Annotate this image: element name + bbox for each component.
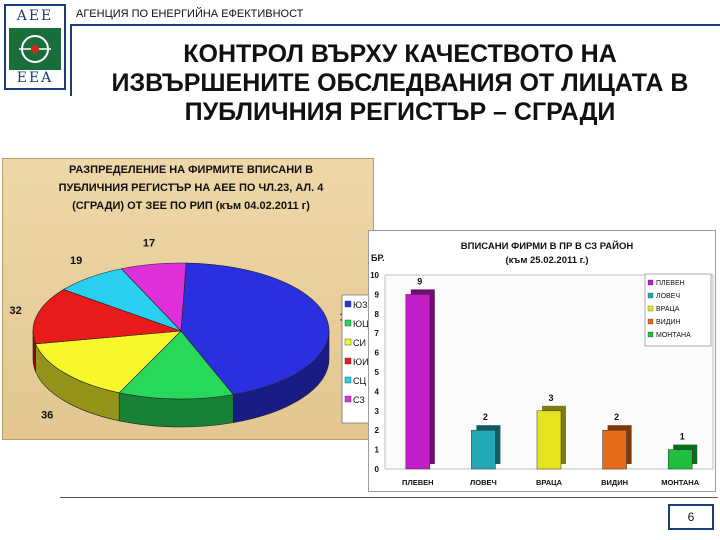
bar-y-tick-label: 5 [375, 368, 380, 377]
pie-legend-label: СЗ [353, 395, 365, 405]
bar [405, 294, 431, 470]
bar-y-tick-label: 6 [375, 349, 380, 358]
pie-title-line: ПУБЛИЧНИЯ РЕГИСТЪР НА АЕЕ ПО ЧЛ.23, АЛ. … [59, 182, 325, 194]
bar-legend-swatch [647, 305, 654, 312]
pie-chart-panel: РАЗПРЕДЕЛЕНИЕ НА ФИРМИТЕ ВПИСАНИ В ПУБЛИЧ… [2, 158, 374, 456]
bar-y-tick-label: 10 [370, 271, 379, 280]
bar-value-label: 1 [680, 432, 685, 442]
title-line: ПУБЛИЧНИЯ РЕГИСТЪР – СГРАДИ [184, 98, 616, 126]
pie-legend-label: СИ [353, 338, 366, 348]
pie-legend: ЮЗ ЮЦ СИ ЮИ СЦ СЗ [341, 294, 372, 424]
logo-bottom-text: EEA [16, 70, 54, 86]
bar-legend-swatch [647, 279, 654, 286]
bar-category-label: МОНТАНА [661, 478, 699, 487]
bar-legend-swatch [647, 318, 654, 325]
bar [602, 429, 627, 470]
footer-rule [60, 497, 718, 498]
bar-value-label: 9 [417, 276, 422, 286]
pie-legend-swatch [344, 376, 352, 384]
pie-data-label: 19 [70, 255, 82, 267]
pie-legend-swatch [344, 300, 352, 308]
bar-legend-label: ЛОВЕЧ [656, 293, 680, 300]
pie-data-label: 36 [41, 410, 53, 422]
bar-category-label: ВИДИН [601, 478, 628, 487]
pie-slice [32, 289, 182, 345]
bar-legend-box [644, 273, 712, 347]
bar-y-tick-label: 3 [375, 407, 380, 416]
page-number: 6 [668, 504, 714, 530]
pie-legend-label: ЮЦ [353, 319, 369, 329]
logo-emblem [9, 28, 61, 70]
pie-chart: РАЗПРЕДЕЛЕНИЕ НА ФИРМИТЕ ВПИСАНИ В ПУБЛИЧ… [9, 164, 372, 456]
bar-value-label: 3 [548, 393, 553, 403]
bar-y-tick-label: 4 [375, 387, 380, 396]
bar-legend-label: ВРАЦА [656, 306, 680, 313]
title-frame [70, 24, 720, 96]
pie-legend-swatch [344, 338, 352, 346]
bar-category-label: ВРАЦА [536, 478, 563, 487]
bar-chart: ВПИСАНИ ФИРМИ В ПР В СЗ РАЙОН (към 25.02.… [370, 240, 714, 487]
bar-legend-label: МОНТАНА [656, 332, 691, 339]
pie-title-line: (СГРАДИ) ОТ ЗЕЕ ПО РИП (към 04.02.2011 г… [72, 200, 310, 212]
pie-title-line: РАЗПРЕДЕЛЕНИЕ НА ФИРМИТЕ ВПИСАНИ В [69, 164, 313, 176]
pie-legend-label: ЮИ [353, 357, 369, 367]
pie-legend-label: СЦ [353, 376, 366, 386]
pie-legend-swatch [344, 395, 352, 403]
bar-legend-swatch [647, 331, 654, 338]
bar [471, 429, 496, 470]
title-line: ИЗВЪРШЕНИТЕ ОБСЛЕДВАНИЯ ОТ ЛИЦАТА В [111, 69, 689, 97]
bar-title-line: (към 25.02.2011 г.) [506, 255, 589, 266]
agency-name: АГЕНЦИЯ ПО ЕНЕРГИЙНА ЕФЕКТИВНОСТ [76, 8, 304, 20]
bar-y-tick-label: 1 [375, 446, 380, 455]
bar-y-tick-label: 9 [375, 290, 380, 299]
bar-category-label: ЛОВЕЧ [470, 478, 497, 487]
bar-y-tick-label: 2 [375, 426, 380, 435]
pie-slice [118, 330, 234, 400]
bar-y-axis-label: БР. [371, 253, 385, 263]
pie-legend-swatch [344, 319, 352, 327]
bar-legend-swatch [647, 292, 654, 299]
bar-y-tick-label: 8 [375, 310, 380, 319]
bar-value-label: 2 [483, 412, 488, 422]
bar-value-label: 2 [614, 412, 619, 422]
bar [667, 449, 693, 470]
globe-icon [19, 35, 51, 63]
pie-legend-swatch [344, 357, 352, 365]
bar-legend: ПЛЕВЕН ЛОВЕЧ ВРАЦА ВИДИН МОНТАНА [644, 273, 712, 347]
bar-title-line: ВПИСАНИ ФИРМИ В ПР В СЗ РАЙОН [461, 240, 634, 252]
bar-y-tick-label: 7 [375, 329, 380, 338]
bar-chart-panel: ВПИСАНИ ФИРМИ В ПР В СЗ РАЙОН (към 25.02.… [368, 230, 716, 492]
aee-logo: AEE EEA [4, 4, 66, 90]
bar-legend-label: ВИДИН [656, 319, 681, 326]
bar-y-tick-label: 0 [375, 465, 380, 474]
bar [536, 410, 562, 470]
pie-data-label: 17 [143, 238, 155, 250]
pie-slice [35, 330, 182, 394]
title-line: КОНТРОЛ ВЪРХУ КАЧЕСТВОТО НА [183, 40, 617, 68]
bar-legend-label: ПЛЕВЕН [656, 280, 685, 287]
logo-top-text: AEE [16, 8, 54, 24]
pie-data-label: 32 [9, 305, 21, 317]
pie-slice [180, 262, 330, 395]
pie-slice [120, 262, 187, 332]
pie-legend-label: ЮЗ [353, 300, 368, 310]
bar-category-label: ПЛЕВЕН [402, 478, 434, 487]
page-title: КОНТРОЛ ВЪРХУ КАЧЕСТВОТО НА ИЗВЪРШЕНИТЕ … [80, 40, 720, 127]
